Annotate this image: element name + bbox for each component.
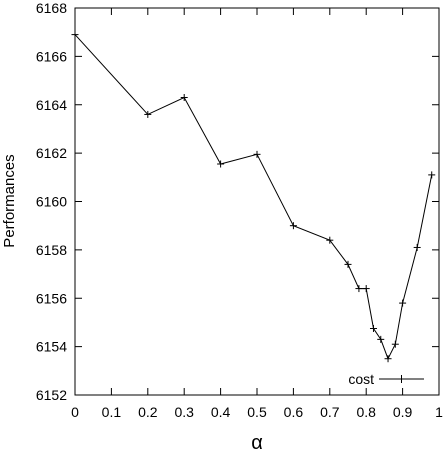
- x-axis-title: α: [251, 432, 263, 454]
- y-tick-label: 6166: [36, 48, 67, 64]
- y-axis: 6152 6154 6156 6158 6160 6162 6164 6166 6168: [36, 0, 439, 403]
- plot-frame: [74, 7, 440, 396]
- y-axis-title: Performances: [1, 154, 18, 247]
- data-point: [144, 110, 152, 118]
- x-tick-label: 0.6: [284, 404, 304, 420]
- data-point: [289, 222, 297, 230]
- x-tick-label: 0.7: [320, 404, 340, 420]
- y-tick-label: 6162: [36, 145, 67, 161]
- y-tick-label: 6152: [36, 387, 67, 403]
- legend-label-cost: cost: [348, 371, 374, 387]
- data-point: [399, 299, 407, 307]
- y-tick-label: 6158: [36, 242, 67, 258]
- y-tick-label: 6160: [36, 194, 67, 210]
- y-tick-label: 6156: [36, 290, 67, 306]
- x-tick-label: 0.2: [138, 404, 158, 420]
- series-line-cost: [74, 34, 433, 360]
- data-point: [384, 355, 392, 363]
- data-point: [326, 236, 334, 244]
- x-tick-label: 0.8: [356, 404, 376, 420]
- x-tick-label: 0.1: [102, 404, 122, 420]
- x-tick-label: 0.3: [174, 404, 194, 420]
- data-point: [180, 93, 188, 101]
- legend: cost: [348, 371, 424, 387]
- x-tick-label: 0.4: [211, 404, 231, 420]
- x-tick-label: 0: [71, 404, 79, 420]
- series-layer: [71, 31, 436, 363]
- data-point: [217, 160, 225, 168]
- data-point: [413, 243, 421, 251]
- x-tick-label: 0.5: [247, 404, 267, 420]
- y-tick-label: 6168: [36, 0, 67, 16]
- x-tick-label: 1: [435, 404, 443, 420]
- data-point: [391, 340, 399, 348]
- data-point: [253, 150, 261, 158]
- data-point: [369, 324, 377, 332]
- data-point: [428, 171, 436, 179]
- x-axis: 0 0.1 0.2 0.3 0.4 0.5 0.6 0.7 0.8 0.9 1: [71, 8, 443, 420]
- data-point: [362, 285, 370, 293]
- data-point: [71, 31, 79, 39]
- y-tick-label: 6164: [36, 97, 67, 113]
- legend-marker-cost: [397, 375, 406, 383]
- y-tick-label: 6154: [36, 339, 67, 355]
- x-tick-label: 0.9: [393, 404, 413, 420]
- data-point: [355, 285, 363, 293]
- data-point: [377, 335, 385, 343]
- data-point: [344, 260, 352, 268]
